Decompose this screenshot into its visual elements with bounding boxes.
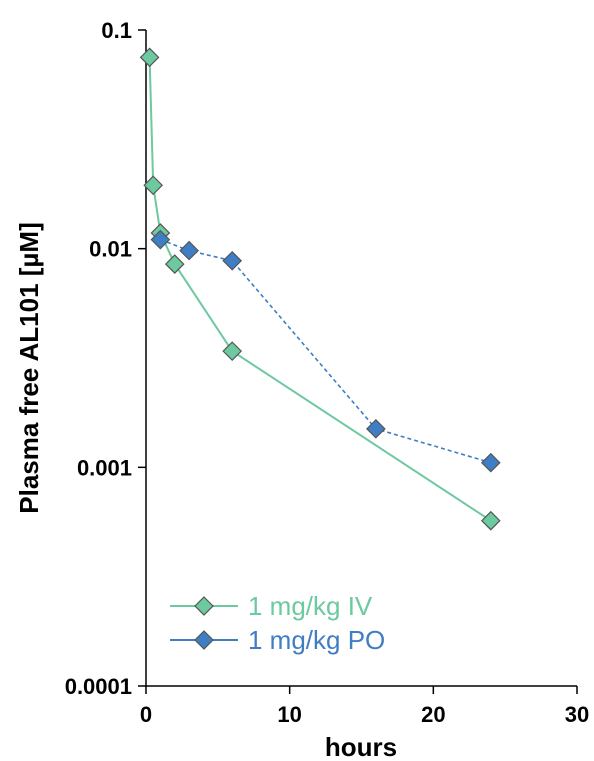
series-line (160, 238, 492, 464)
axes (145, 30, 577, 687)
data-point (164, 254, 185, 274)
y-tick-label: 0.001 (77, 455, 132, 480)
data-point (179, 240, 199, 261)
series-1-mg-kg-iv (139, 47, 501, 531)
x-tick-label: 30 (565, 702, 589, 727)
legend: 1 mg/kg IV 1 mg/kg PO (170, 591, 385, 655)
data-point (222, 250, 243, 271)
legend-item-1-mg-kg-iv: 1 mg/kg IV (170, 591, 373, 621)
x-tick-label: 10 (277, 702, 301, 727)
data-point (366, 418, 386, 439)
data-point (480, 452, 501, 473)
series-line (148, 57, 492, 522)
legend-item-1-mg-kg-po: 1 mg/kg PO (170, 625, 385, 655)
y-tick-label: 0.01 (89, 237, 132, 262)
y-axis-title: Plasma free AL101 [µM] (14, 222, 44, 513)
data-point (143, 175, 164, 196)
legend-label: 1 mg/kg PO (248, 625, 385, 655)
data-point (222, 341, 243, 361)
data-point (139, 47, 160, 68)
x-tick-label: 0 (140, 702, 152, 727)
legend-marker (194, 596, 214, 616)
data-point (480, 510, 501, 531)
series-1-mg-kg-po (150, 229, 501, 473)
y-tick-label: 0.1 (101, 18, 132, 43)
series-layer (139, 47, 501, 531)
ticks: 0 10 20 30 0.0001 0.001 0.01 0.1 (65, 18, 590, 727)
x-tick-label: 20 (421, 702, 445, 727)
legend-marker (194, 630, 214, 650)
x-axis-title: hours (325, 732, 397, 761)
data-point (150, 229, 171, 250)
legend-label: 1 mg/kg IV (248, 591, 373, 621)
y-tick-label: 0.0001 (65, 674, 132, 699)
